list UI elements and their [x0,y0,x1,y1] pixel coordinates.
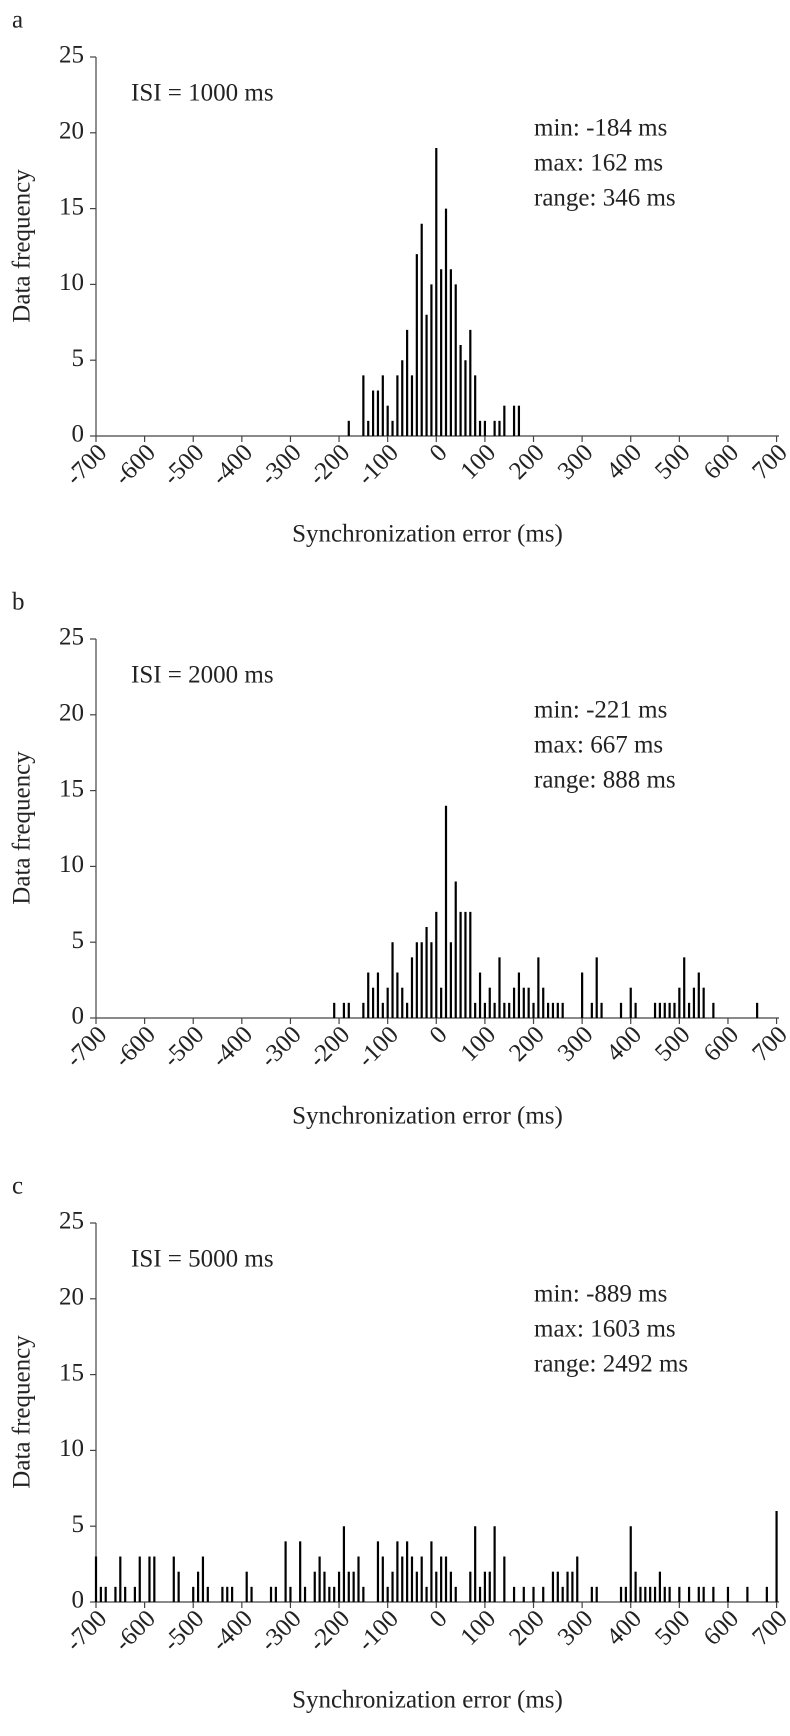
annotation: max: 1603 ms [534,1316,676,1343]
x-tick-label: -600 [109,439,160,490]
y-tick-label: 20 [59,700,84,727]
x-axis-label: Synchronization error (ms) [292,521,563,548]
x-tick-label: 0 [425,1021,453,1049]
x-tick-label: -200 [304,439,355,490]
x-tick-label: -500 [158,439,209,490]
annotation: max: 162 ms [534,150,663,177]
x-tick-label: 600 [699,1605,745,1651]
x-tick-label: 100 [456,1021,502,1067]
y-tick-label: 0 [72,1003,85,1030]
y-tick-label: 20 [59,118,84,145]
annotation: min: -889 ms [534,1281,667,1308]
x-tick-label: -400 [207,439,258,490]
x-tick-label: -500 [158,1021,209,1072]
y-tick-label: 15 [59,775,84,802]
x-tick-label: 200 [504,1605,550,1651]
x-axis-label: Synchronization error (ms) [292,1103,563,1130]
x-tick-label: -100 [352,1021,403,1072]
annotation: range: 346 ms [534,185,676,212]
x-tick-label: 400 [601,439,647,485]
annotation: min: -184 ms [534,115,667,142]
panel-label: b [12,589,25,616]
x-tick-label: -500 [158,1605,209,1656]
annotation: max: 667 ms [534,732,663,759]
x-tick-label: -400 [207,1021,258,1072]
y-tick-label: 15 [59,193,84,220]
y-tick-label: 0 [72,421,85,448]
y-tick-label: 5 [72,1511,85,1538]
x-tick-label: -200 [304,1605,355,1656]
x-tick-label: 300 [553,1021,599,1067]
x-tick-label: 400 [601,1605,647,1651]
x-tick-label: -600 [109,1021,160,1072]
x-tick-label: -600 [109,1605,160,1656]
x-tick-label: 500 [650,439,696,485]
y-axis-label: Data frequency [9,169,36,323]
x-tick-label: 0 [425,1605,453,1633]
x-tick-label: 0 [425,439,453,467]
y-tick-label: 10 [59,269,84,296]
annotation: ISI = 2000 ms [131,662,274,689]
x-tick-label: -300 [255,439,306,490]
x-tick-label: -700 [61,1605,112,1656]
y-tick-label: 0 [72,1587,85,1614]
x-axis-label: Synchronization error (ms) [292,1687,563,1714]
x-tick-label: 200 [504,1021,550,1067]
x-tick-label: 500 [650,1605,696,1651]
x-tick-label: 300 [553,1605,599,1651]
panel-label: c [12,1173,23,1200]
annotation: ISI = 1000 ms [131,80,274,107]
y-tick-label: 25 [59,1208,84,1235]
x-tick-label: -300 [255,1021,306,1072]
x-tick-label: 300 [553,439,599,485]
y-tick-label: 5 [72,927,85,954]
x-tick-label: 700 [747,1021,790,1067]
annotation: range: 2492 ms [534,1351,688,1378]
x-tick-label: 100 [456,1605,502,1651]
x-tick-label: -300 [255,1605,306,1656]
y-axis-label: Data frequency [9,751,36,905]
x-tick-label: -200 [304,1021,355,1072]
y-tick-label: 20 [59,1284,84,1311]
y-tick-label: 10 [59,851,84,878]
y-tick-label: 25 [59,42,84,69]
x-tick-label: 400 [601,1021,647,1067]
x-tick-label: -100 [352,439,403,490]
x-tick-label: -700 [61,439,112,490]
panel-label: a [12,7,23,34]
x-tick-label: -400 [207,1605,258,1656]
annotation: min: -221 ms [534,697,667,724]
x-tick-label: -100 [352,1605,403,1656]
y-tick-label: 25 [59,624,84,651]
x-tick-label: 700 [747,439,790,485]
x-tick-label: -700 [61,1021,112,1072]
annotation: range: 888 ms [534,767,676,794]
y-tick-label: 5 [72,345,85,372]
x-tick-label: 600 [699,1021,745,1067]
x-tick-label: 100 [456,439,502,485]
y-tick-label: 15 [59,1359,84,1386]
y-tick-label: 10 [59,1435,84,1462]
x-tick-label: 500 [650,1021,696,1067]
y-axis-label: Data frequency [9,1335,36,1489]
annotation: ISI = 5000 ms [131,1246,274,1273]
x-tick-label: 200 [504,439,550,485]
x-tick-label: 700 [747,1605,790,1651]
x-tick-label: 600 [699,439,745,485]
